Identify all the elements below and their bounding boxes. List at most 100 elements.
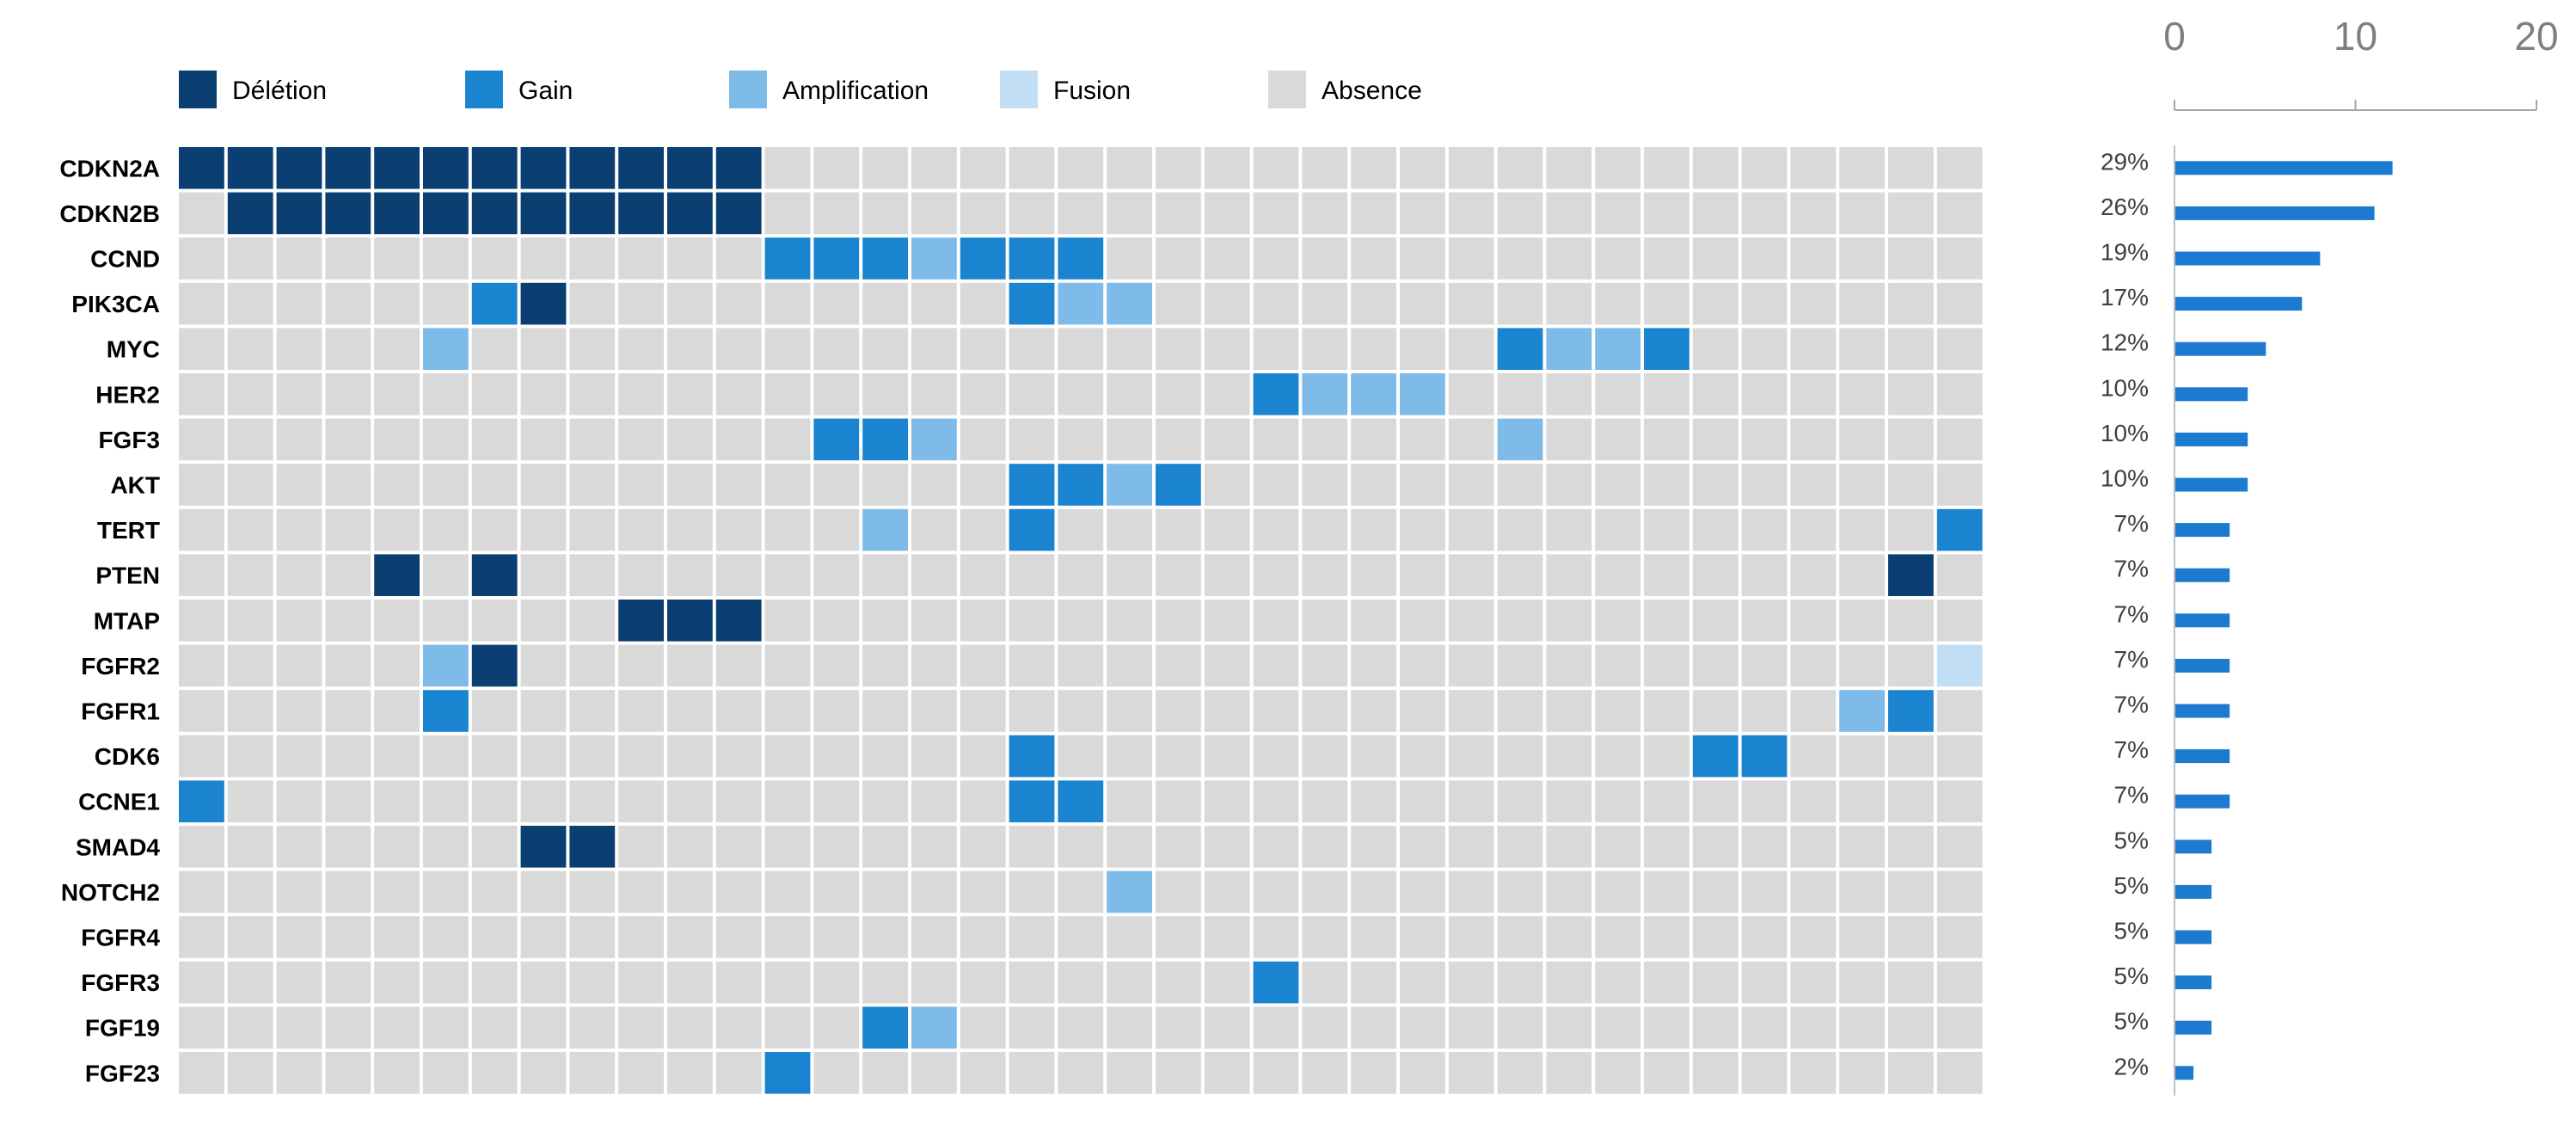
heatmap-cell-absence — [715, 554, 762, 596]
heatmap-cell-absence — [276, 644, 322, 687]
heatmap-cell-amplification — [1546, 328, 1592, 370]
heatmap-cell-absence — [667, 690, 713, 732]
heatmap-cell-absence — [1546, 826, 1592, 868]
bar-data-label: 7% — [2114, 510, 2149, 537]
heatmap-cell-absence — [862, 735, 908, 778]
heatmap-cell-absence — [911, 600, 957, 642]
heatmap-cell-deletion — [325, 147, 371, 189]
heatmap-cell-absence — [1253, 554, 1299, 596]
heatmap-cell-absence — [179, 1006, 224, 1049]
heatmap-cell-absence — [960, 916, 1006, 958]
heatmap-cell-absence — [423, 282, 469, 325]
heatmap-cell-absence — [1790, 690, 1837, 732]
bar-data-label: 5% — [2114, 918, 2149, 944]
heatmap-cell-absence — [227, 870, 273, 913]
x-tick-label: 10 — [2334, 14, 2377, 58]
heatmap-cell-absence — [325, 780, 371, 822]
heatmap-cell-absence — [374, 418, 420, 461]
heatmap-cell-absence — [862, 147, 908, 189]
gene-label: HER2 — [95, 381, 160, 408]
heatmap-cell-absence — [276, 1006, 322, 1049]
heatmap-cell-absence — [1448, 690, 1494, 732]
heatmap-cell-absence — [1204, 328, 1250, 370]
heatmap-cell-absence — [1204, 464, 1250, 506]
heatmap-cell-absence — [1156, 1052, 1201, 1094]
heatmap-cell-absence — [862, 826, 908, 868]
heatmap-cell-absence — [1644, 1052, 1690, 1094]
heatmap-cell-absence — [1888, 1052, 1934, 1094]
heatmap-cell-absence — [1302, 508, 1348, 551]
heatmap-cell-absence — [423, 508, 469, 551]
heatmap-cell-absence — [1302, 237, 1348, 280]
heatmap-cell-absence — [1009, 418, 1055, 461]
heatmap-cell-absence — [179, 418, 224, 461]
heatmap-cell-absence — [1204, 690, 1250, 732]
heatmap-cell-absence — [179, 1052, 224, 1094]
heatmap-cell-absence — [1253, 690, 1299, 732]
heatmap-cell-absence — [960, 870, 1006, 913]
bar-CDKN2B — [2175, 206, 2375, 220]
heatmap-cell-absence — [423, 1006, 469, 1049]
bar-data-label: 7% — [2114, 556, 2149, 582]
heatmap-cell-absence — [325, 690, 371, 732]
heatmap-cell-absence — [179, 464, 224, 506]
heatmap-cell-absence — [1009, 192, 1055, 235]
heatmap-cell-absence — [1058, 1006, 1104, 1049]
heatmap-cell-absence — [179, 690, 224, 732]
heatmap-cell-absence — [325, 508, 371, 551]
heatmap-cell-absence — [374, 916, 420, 958]
heatmap-cell-absence — [227, 826, 273, 868]
heatmap-cell-absence — [1253, 418, 1299, 461]
heatmap-cell-absence — [1595, 916, 1641, 958]
heatmap-cell-absence — [569, 780, 616, 822]
heatmap-cell-absence — [764, 373, 811, 415]
heatmap-cell-absence — [374, 735, 420, 778]
heatmap-cell-absence — [1351, 1052, 1396, 1094]
heatmap-cell-absence — [715, 464, 762, 506]
heatmap-cell-absence — [1009, 373, 1055, 415]
heatmap-cell-absence — [1546, 147, 1592, 189]
heatmap-cell-absence — [276, 373, 322, 415]
heatmap-cell-absence — [520, 554, 567, 596]
heatmap-cell-absence — [1302, 282, 1348, 325]
heatmap-cell-absence — [471, 418, 518, 461]
heatmap-cell-deletion — [179, 147, 224, 189]
bar-data-label: 5% — [2114, 872, 2149, 899]
gene-label: AKT — [110, 472, 160, 499]
bar-FGFR2 — [2175, 658, 2230, 673]
heatmap-cell-gain — [862, 1006, 908, 1049]
heatmap-cell-absence — [1692, 373, 1739, 415]
heatmap-cell-absence — [520, 735, 567, 778]
heatmap-cell-gain — [1009, 282, 1055, 325]
heatmap-cell-absence — [1156, 418, 1201, 461]
heatmap-cell-absence — [1009, 600, 1055, 642]
heatmap-cell-absence — [1302, 735, 1348, 778]
heatmap-cell-absence — [1497, 780, 1543, 822]
heatmap-cell-absence — [1400, 961, 1445, 1004]
heatmap-cell-absence — [1448, 826, 1494, 868]
heatmap-cell-absence — [715, 1052, 762, 1094]
heatmap-cell-absence — [325, 464, 371, 506]
heatmap-cell-absence — [1058, 961, 1104, 1004]
heatmap-cell-absence — [1546, 1052, 1592, 1094]
heatmap-cell-absence — [471, 464, 518, 506]
heatmap-cell-absence — [911, 328, 957, 370]
heatmap-cell-absence — [1790, 508, 1837, 551]
heatmap-cell-absence — [1741, 780, 1788, 822]
heatmap-cell-absence — [1888, 418, 1934, 461]
heatmap-cell-absence — [1595, 1052, 1641, 1094]
heatmap-cell-absence — [471, 690, 518, 732]
heatmap-cell-absence — [1497, 600, 1543, 642]
heatmap-cell-absence — [1741, 328, 1788, 370]
heatmap-cell-absence — [1253, 282, 1299, 325]
bar-FGFR4 — [2175, 930, 2212, 944]
heatmap-cell-deletion — [569, 826, 616, 868]
heatmap-cell-gain — [862, 237, 908, 280]
heatmap-cell-absence — [1888, 600, 1934, 642]
heatmap-cell-absence — [1644, 735, 1690, 778]
heatmap-cell-absence — [1741, 282, 1788, 325]
heatmap-cell-absence — [1448, 192, 1494, 235]
bar-SMAD4 — [2175, 840, 2212, 854]
heatmap-cell-amplification — [1302, 373, 1348, 415]
heatmap-cell-absence — [618, 1052, 664, 1094]
